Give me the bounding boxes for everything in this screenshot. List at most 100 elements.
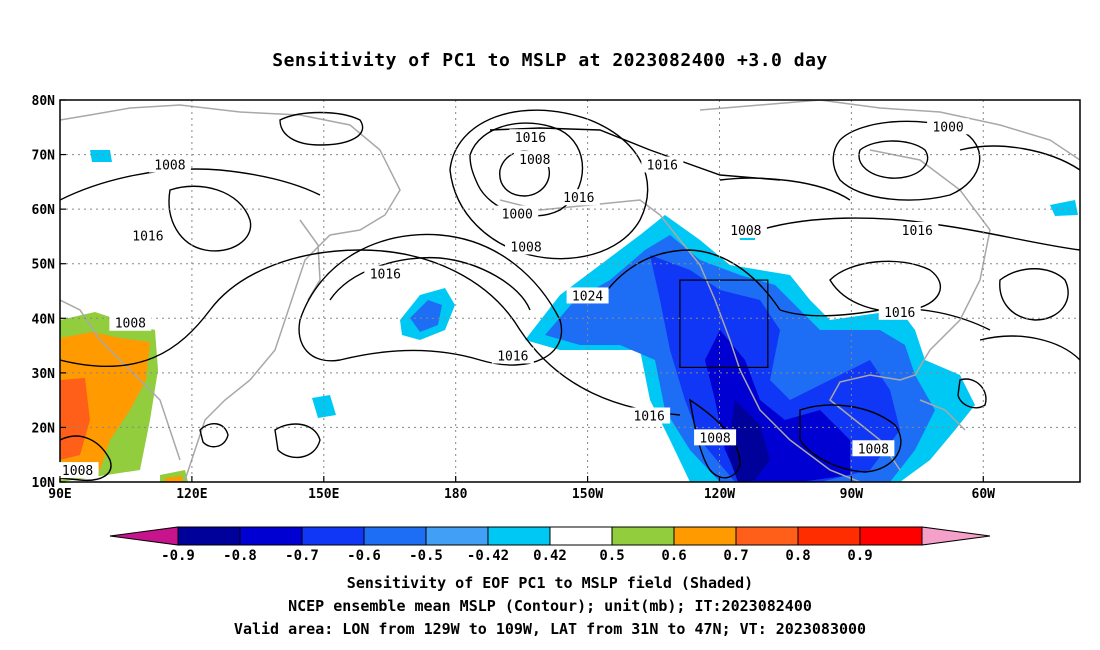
caption-line-1: Sensitivity of EOF PC1 to MSLP field (Sh…	[346, 574, 754, 592]
contour-label-text: 1016	[884, 306, 915, 321]
colorbar-segment	[673, 526, 737, 546]
chart-title: Sensitivity of PC1 to MSLP at 2023082400…	[272, 50, 828, 71]
x-tick-label: 180	[444, 487, 468, 502]
contour-label-text: 1000	[502, 208, 533, 223]
axes: 90E 120E 150E 180 150W 120W 90W 60W 10N 20N 30N 40N…	[32, 94, 996, 502]
contour-label-bg	[513, 151, 556, 168]
gridlines	[60, 100, 1080, 482]
contour-label: 1008	[852, 440, 895, 457]
contour-label: 1008	[513, 151, 556, 168]
contour-label: 1016	[628, 407, 671, 425]
y-tick-label: 80N	[32, 94, 56, 109]
contour-label-bg	[628, 407, 671, 424]
contour-label-bg	[641, 156, 684, 173]
colorbar-segment	[487, 526, 551, 546]
contour-labels: 1016 1008 1016 1000 1008 1016 1000 1008 1016 1016…	[56, 118, 970, 479]
colorbar-label: -0.6	[347, 548, 381, 564]
contour-label-text: 1008	[858, 442, 889, 457]
contour-label-bg	[724, 221, 767, 238]
contour-label-bg	[927, 118, 970, 135]
colorbar-label: -0.9	[161, 548, 195, 564]
x-tick-label: 60W	[972, 487, 996, 502]
contour-label: 1008	[109, 314, 152, 332]
coastlines	[60, 100, 1080, 482]
colorbar-label: -0.8	[223, 548, 257, 564]
contour-label-bg	[878, 303, 921, 320]
negative-shade-region	[410, 300, 442, 332]
contour-label-bg	[491, 347, 534, 364]
contour-label-bg	[56, 462, 99, 479]
contour-label: 1016	[878, 303, 921, 321]
y-tick-label: 40N	[32, 312, 56, 327]
colorbar-label: 0.42	[533, 548, 567, 564]
contours	[60, 109, 1080, 482]
contour-label-bg	[126, 227, 169, 244]
x-tick-label: 150W	[572, 487, 603, 502]
contour-label: 1016	[557, 189, 600, 206]
contour-label-text: 1008	[730, 224, 761, 239]
contour-label: 1016	[364, 265, 407, 283]
colorbar-label: -0.5	[409, 548, 443, 564]
caption-line-2: NCEP ensemble mean MSLP (Contour); unit(…	[288, 597, 812, 615]
colorbar-segment	[177, 526, 241, 546]
contour-label-bg	[852, 440, 895, 457]
colorbar-label: 0.6	[661, 548, 686, 564]
colorbar-label: 0.7	[723, 548, 748, 564]
contour-label-text: 1008	[62, 464, 93, 479]
contour-label-text: 1008	[699, 431, 730, 446]
contour-label-bg	[109, 314, 152, 331]
colorbar-segment	[363, 526, 427, 546]
contour-label-bg	[496, 205, 539, 222]
y-tick-label: 10N	[32, 476, 56, 491]
x-tick-label: 120E	[176, 487, 207, 502]
y-tick-label: 20N	[32, 421, 56, 436]
valid-area-box	[679, 279, 769, 369]
contour-label-text: 1000	[932, 120, 963, 135]
contour-label: 1016	[491, 347, 534, 364]
colorbar-left-arrow	[109, 526, 179, 546]
colorbar-segment	[239, 526, 303, 546]
contour-label: 1016	[126, 227, 169, 244]
contour-label-text: 1016	[132, 229, 163, 244]
y-tick-label: 60N	[32, 203, 56, 218]
contour-label: 1016	[509, 129, 552, 146]
contour-label-text: 1016	[563, 191, 594, 206]
colorbar-segment	[859, 526, 923, 546]
contour-label-bg	[896, 221, 939, 238]
contour-label-bg	[694, 429, 737, 446]
contour-label-text: 1016	[902, 224, 933, 239]
x-tick-label: 90W	[840, 487, 864, 502]
colorbar-segment	[549, 526, 613, 546]
contour-label: 1000	[496, 205, 539, 223]
x-tick-label: 150E	[308, 487, 339, 502]
caption-line-3: Valid area: LON from 129W to 109W, LAT f…	[233, 620, 867, 638]
colorbar-segment	[611, 526, 675, 546]
contour-label-bg	[505, 238, 548, 255]
colorbar-segment	[425, 526, 489, 546]
contour-label: 1016	[896, 221, 939, 239]
colorbar-segment	[301, 526, 365, 546]
contour-label: 1008	[724, 221, 767, 239]
contour-label: 1008	[694, 429, 737, 446]
x-tick-label: 90E	[48, 487, 71, 502]
contour-label-text: 1016	[515, 131, 546, 146]
contour-label: 1008	[148, 156, 191, 173]
x-tick-label: 120W	[704, 487, 735, 502]
colorbar-label: 0.5	[599, 548, 624, 564]
contour-label-text: 1016	[370, 268, 401, 283]
contour-label-text: 1024	[572, 289, 603, 304]
contour-label: 1008	[56, 462, 99, 479]
contour-label-text: 1008	[519, 153, 550, 168]
negative-shade-region	[728, 400, 770, 482]
contour-label-text: 1008	[510, 240, 541, 255]
contour-label-text: 1016	[633, 410, 664, 425]
contour-label-text: 1016	[647, 158, 678, 173]
negative-shade-region	[1050, 200, 1078, 216]
negative-shade-region	[650, 255, 900, 482]
colorbar-label: 0.8	[785, 548, 810, 564]
contour-label-bg	[557, 189, 600, 206]
contour-label: 1016	[641, 156, 684, 173]
positive-shade-region	[165, 476, 183, 482]
contour-label-bg	[364, 265, 407, 282]
